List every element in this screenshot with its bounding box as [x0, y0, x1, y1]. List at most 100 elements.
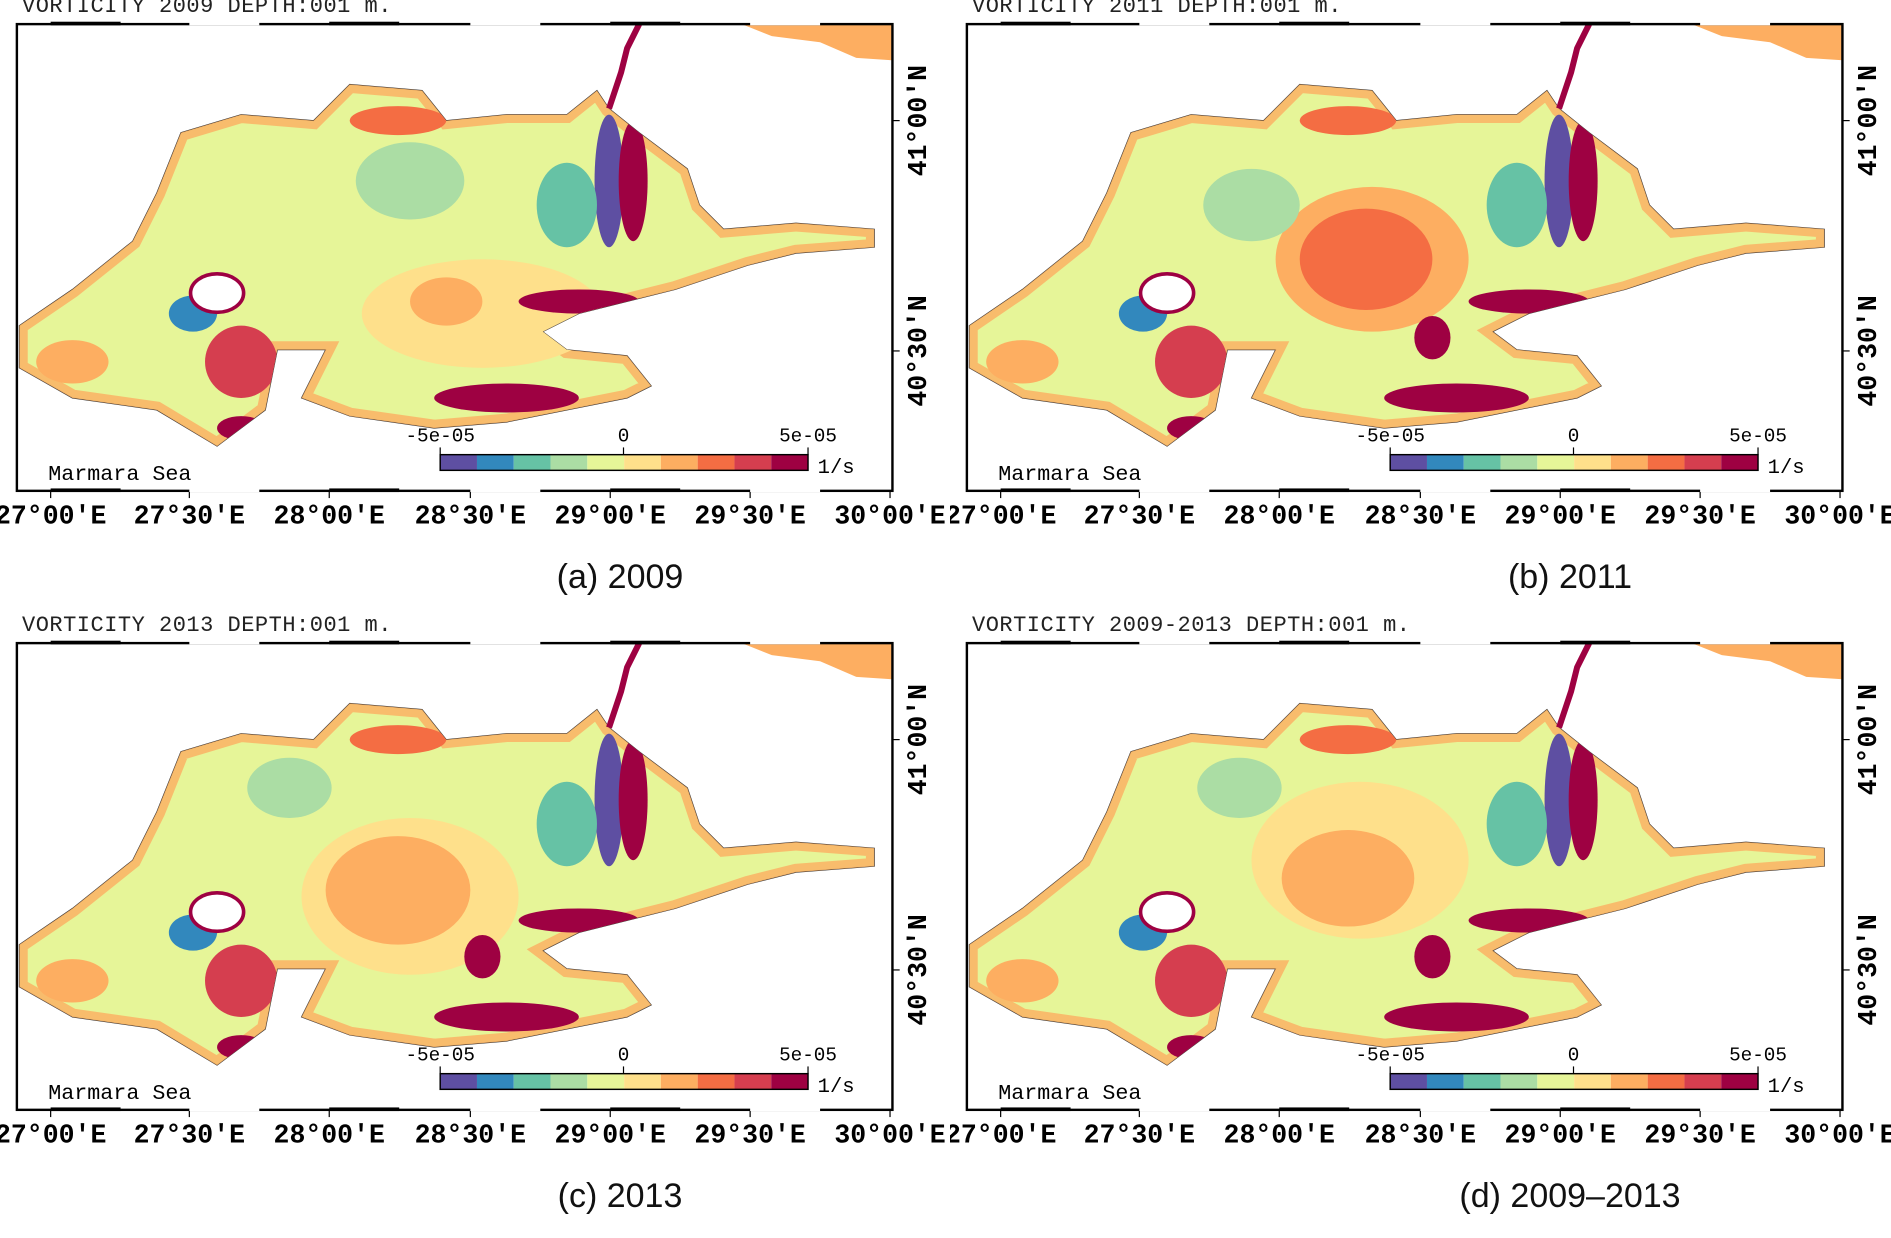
vorticity-region [1544, 114, 1574, 248]
vorticity-region [518, 908, 640, 933]
island [1138, 890, 1196, 934]
vorticity-region [1384, 1002, 1529, 1032]
vorticity-region [361, 259, 603, 368]
colorbar-unit: 1/s [818, 457, 855, 480]
colorbar-swatch [624, 454, 661, 471]
lon-tick-label: 30°00'E [834, 1120, 945, 1150]
lon-tick-label: 28°00'E [274, 1120, 385, 1150]
colorbar-tick-label: -5e-05 [405, 425, 474, 447]
vorticity-region [1167, 416, 1216, 441]
panel-caption: (d) 2009–2013 [1459, 1177, 1681, 1215]
colorbar-swatch [734, 1073, 772, 1090]
colorbar-swatch [697, 454, 735, 471]
lon-tick-label: 29°00'E [555, 501, 666, 531]
island [188, 271, 246, 315]
lon-tick-label: 30°00'E [834, 501, 945, 531]
vorticity-region [1197, 757, 1282, 818]
vorticity-region [434, 383, 579, 413]
colorbar-swatch [624, 1073, 661, 1090]
lon-tick-label: 29°30'E [694, 1120, 805, 1150]
colorbar-unit: 1/s [1768, 1076, 1805, 1099]
colorbar-swatch [513, 454, 551, 471]
lon-tick-label: 27°00'E [0, 501, 106, 531]
colorbar-swatch [1500, 1073, 1538, 1090]
vorticity-region [594, 733, 624, 867]
vorticity-region [986, 340, 1059, 384]
lon-tick-label: 30°00'E [1784, 501, 1891, 531]
colorbar-tick-label: 5e-05 [779, 425, 837, 447]
vorticity-region [1414, 934, 1451, 979]
colorbar-swatch [1463, 1073, 1501, 1090]
panel-caption: (a) 2009 [556, 558, 684, 596]
colorbar-tick-label: -5e-05 [1355, 425, 1424, 447]
vorticity-region [594, 114, 624, 248]
colorbar-swatch [734, 454, 772, 471]
colorbar-tick-label: 0 [618, 425, 630, 447]
panel-caption: (b) 2011 [1507, 558, 1633, 596]
vorticity-region [36, 340, 109, 384]
lat-tick-label: 40°30'N [1854, 295, 1884, 406]
vorticity-region [1299, 725, 1397, 755]
colorbar-swatch [476, 454, 514, 471]
colorbar-tick-label: 5e-05 [1729, 1044, 1787, 1066]
lon-tick-label: 27°30'E [134, 1120, 245, 1150]
colorbar-swatch [771, 1073, 809, 1090]
bosphorus-strait [606, 22, 642, 110]
colorbar-swatch [660, 1073, 698, 1090]
lon-tick-label: 27°00'E [0, 1120, 106, 1150]
colorbar-swatch [1574, 1073, 1611, 1090]
lon-tick-label: 28°30'E [415, 501, 526, 531]
colorbar-swatch [476, 1073, 514, 1090]
map-frame [15, 641, 894, 1112]
colorbar-tick-label: -5e-05 [1355, 1044, 1424, 1066]
colorbar-swatch [1390, 454, 1427, 471]
panel-title: VORTICITY 2013 DEPTH:001 m. [22, 613, 392, 638]
colorbar-swatch [1610, 1073, 1648, 1090]
colorbar-tick-label: 0 [618, 1044, 630, 1066]
lon-tick-label: 28°00'E [1224, 501, 1335, 531]
vorticity-region [1384, 383, 1529, 413]
vorticity-region [1468, 289, 1590, 314]
lon-tick-label: 27°00'E [950, 501, 1056, 531]
colorbar-tick-label: 5e-05 [779, 1044, 837, 1066]
vorticity-region [618, 120, 648, 242]
colorbar-swatch [1647, 454, 1685, 471]
lon-tick-label: 29°00'E [1505, 1120, 1616, 1150]
panel-title: VORTICITY 2011 DEPTH:001 m. [972, 0, 1342, 19]
vorticity-region [434, 1002, 579, 1032]
colorbar-unit: 1/s [1768, 457, 1805, 480]
vorticity-region [1568, 739, 1598, 861]
lon-tick-label: 27°30'E [134, 501, 245, 531]
vorticity-region [36, 959, 109, 1003]
vorticity-panel: 27°00'E 27°30'E 28°00'E 28°30'E 29°00'E 29°30… [950, 0, 1891, 619]
colorbar-swatch [1463, 454, 1501, 471]
vorticity-region [205, 944, 278, 1017]
lat-tick-label: 41°00'N [904, 684, 934, 795]
bosphorus-strait [1556, 22, 1592, 110]
bosphorus-strait [606, 641, 642, 729]
lat-tick-label: 40°30'N [1854, 914, 1884, 1025]
vorticity-region [1299, 106, 1397, 136]
lat-tick-label: 41°00'N [1854, 65, 1884, 176]
colorbar-swatch [440, 1073, 477, 1090]
vorticity-region [1414, 315, 1451, 360]
lon-tick-label: 28°00'E [1224, 1120, 1335, 1150]
lon-tick-label: 29°30'E [1644, 501, 1755, 531]
colorbar-swatch [660, 454, 698, 471]
vorticity-region [518, 289, 640, 314]
region-label: Marmara Sea [998, 1081, 1141, 1106]
colorbar-tick-label: -5e-05 [405, 1044, 474, 1066]
colorbar-swatch [1684, 1073, 1722, 1090]
vorticity-region [355, 142, 465, 220]
vorticity-region [325, 836, 471, 945]
black-sea [741, 643, 893, 680]
colorbar-unit: 1/s [818, 1076, 855, 1099]
lon-tick-label: 29°00'E [555, 1120, 666, 1150]
lon-tick-label: 28°30'E [1365, 1120, 1476, 1150]
black-sea [1691, 24, 1843, 61]
vorticity-region [536, 781, 597, 867]
vorticity-panel: 27°00'E 27°30'E 28°00'E 28°30'E 29°00'E 29°30… [950, 613, 1891, 1238]
map-frame [965, 22, 1844, 493]
panel-caption: (c) 2013 [557, 1177, 683, 1215]
region-label: Marmara Sea [48, 462, 191, 487]
